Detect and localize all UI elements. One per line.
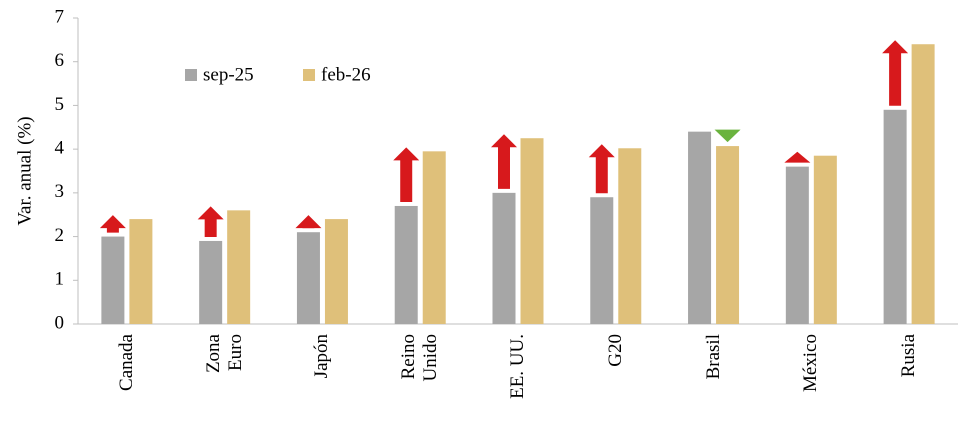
y-tick-label: 0 xyxy=(55,312,65,333)
bar xyxy=(422,151,446,324)
bar xyxy=(618,148,642,324)
bar xyxy=(716,146,740,324)
bar xyxy=(590,197,614,324)
bar xyxy=(227,210,251,324)
x-tick-label: G20 xyxy=(604,334,626,367)
change-arrow xyxy=(714,129,741,143)
legend-swatch xyxy=(303,69,315,81)
change-arrow xyxy=(588,144,615,194)
y-tick-label: 2 xyxy=(55,225,65,246)
bar xyxy=(199,240,223,324)
x-tick-label: Brasil xyxy=(702,334,724,380)
change-arrow xyxy=(491,134,517,189)
legend-label: sep-25 xyxy=(203,64,254,85)
bar xyxy=(883,109,907,324)
x-tick-label: Japón xyxy=(311,334,333,379)
y-tick-label: 7 xyxy=(55,6,65,27)
y-tick-label: 5 xyxy=(55,94,65,115)
x-tick-label: México xyxy=(800,334,822,393)
y-tick-label: 3 xyxy=(55,181,65,202)
bar xyxy=(129,219,153,324)
y-tick-label: 4 xyxy=(55,138,65,159)
y-axis-label: Var. anual (%) xyxy=(14,116,35,225)
y-tick-label: 6 xyxy=(55,50,65,71)
x-tick-label: Reino Unido xyxy=(398,334,442,382)
change-arrow xyxy=(99,215,126,233)
change-arrow xyxy=(882,40,909,106)
legend-label: feb-26 xyxy=(321,64,371,85)
x-tick-label: EE. UU. xyxy=(507,334,528,399)
change-arrow xyxy=(784,151,811,163)
bar xyxy=(324,219,348,324)
x-tick-label: Rusia xyxy=(898,334,920,378)
bar xyxy=(688,131,712,324)
y-tick-label: 1 xyxy=(55,269,65,290)
bar xyxy=(911,44,935,324)
bar xyxy=(394,205,418,324)
x-tick-label: Zona Euro xyxy=(202,334,246,374)
legend-swatch xyxy=(185,69,197,81)
bar xyxy=(492,192,516,324)
change-arrow xyxy=(295,215,322,229)
bar xyxy=(520,138,544,324)
x-tick-label: Canada xyxy=(115,334,137,391)
change-arrow xyxy=(197,206,224,237)
bar xyxy=(296,232,320,324)
change-arrow xyxy=(393,147,420,202)
bar xyxy=(813,155,837,324)
bar xyxy=(785,166,809,324)
bar xyxy=(101,236,125,324)
